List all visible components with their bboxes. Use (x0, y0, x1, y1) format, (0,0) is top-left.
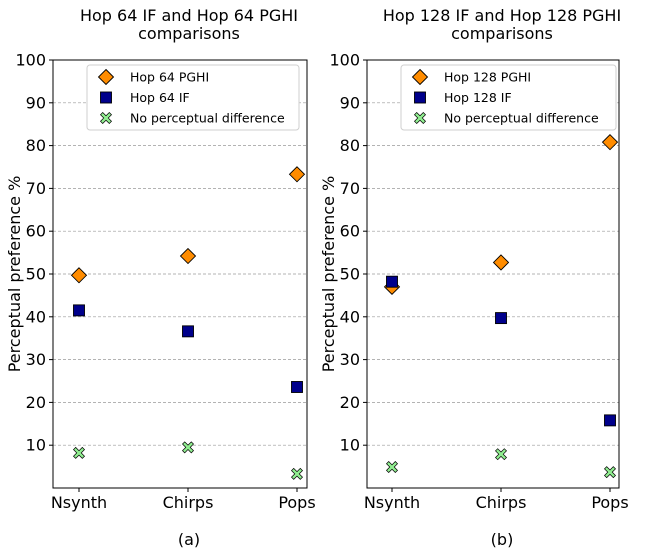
legend-label: Hop 64 PGHI (130, 70, 209, 85)
series-2 (73, 441, 303, 480)
y-tick-label: 20 (26, 393, 46, 412)
legend-marker (414, 91, 426, 104)
chart-panel-0: 10 20 30 40 50 60 70 80 90 100 Nsynth Chirps Pops Hop… (5, 6, 316, 549)
x-tick-label: Nsynth (51, 493, 107, 512)
series-2 (386, 448, 616, 479)
y-tick-label: 20 (340, 393, 360, 412)
y-tick-label: 40 (26, 307, 46, 326)
panel-caption: (a) (178, 530, 200, 549)
y-tick-label: 100 (329, 51, 360, 70)
legend-box (86, 64, 300, 131)
plot-frame (366, 59, 620, 489)
data-point (492, 254, 510, 271)
series-0 (383, 134, 619, 295)
y-tick-label: 80 (340, 136, 360, 155)
data-point (182, 325, 194, 338)
y-tick-label: 40 (340, 307, 360, 326)
data-point (601, 134, 619, 151)
chart-title: Hop 64 IF and Hop 64 PGHI (80, 6, 298, 25)
x-tick-label: Pops (278, 493, 315, 512)
series-1 (73, 304, 303, 393)
x-tick-label: Chirps (476, 493, 527, 512)
chart-title: comparisons (451, 24, 553, 43)
x-tick-label: Pops (591, 493, 628, 512)
data-point (495, 448, 507, 461)
legend: Hop 64 PGHI Hop 64 IF No perceptual differ… (86, 64, 300, 131)
legend-label: Hop 64 IF (130, 90, 190, 105)
data-point (291, 381, 303, 393)
data-point (495, 312, 507, 325)
chart-title: comparisons (138, 24, 240, 43)
y-tick-label: 70 (26, 179, 46, 198)
chart-title: Hop 128 IF and Hop 128 PGHI (383, 6, 621, 25)
data-point (604, 414, 616, 427)
y-tick-label: 30 (340, 350, 360, 369)
data-point (73, 446, 85, 459)
series-1 (386, 275, 616, 427)
plot-frame (52, 59, 308, 489)
y-tick-label: 70 (340, 179, 360, 198)
data-point (182, 441, 194, 454)
x-tick-label: Nsynth (364, 493, 420, 512)
legend-marker (100, 91, 112, 104)
legend-label: Hop 128 IF (444, 90, 512, 105)
data-point (179, 247, 197, 265)
y-tick-label: 80 (26, 136, 46, 155)
data-point (288, 166, 306, 183)
legend-label: No perceptual difference (444, 111, 599, 126)
legend-marker (411, 68, 429, 86)
y-tick-label: 10 (26, 436, 46, 455)
data-point (604, 466, 616, 479)
legend-marker (414, 112, 426, 124)
y-axis-label: Perceptual preference % (5, 176, 24, 373)
y-tick-label: 90 (26, 93, 46, 112)
data-point (73, 304, 85, 317)
legend-marker (100, 112, 112, 124)
data-point (70, 267, 88, 284)
panel-caption: (b) (491, 530, 514, 549)
y-tick-label: 50 (26, 265, 46, 284)
y-tick-label: 50 (340, 265, 360, 284)
chart-panel-1: 10 20 30 40 50 60 70 80 90 100 Nsynth Chirps Pops Hop… (319, 6, 629, 549)
y-tick-label: 60 (340, 222, 360, 241)
y-axis-label: Perceptual preference % (319, 176, 338, 373)
legend-box (400, 64, 617, 131)
y-tick-label: 90 (340, 93, 360, 112)
data-point (291, 467, 303, 480)
series-0 (70, 166, 306, 284)
legend-marker (97, 68, 115, 86)
legend-label: Hop 128 PGHI (444, 70, 531, 85)
legend-label: No perceptual difference (130, 111, 285, 126)
x-tick-label: Chirps (163, 493, 214, 512)
data-point (386, 275, 398, 288)
y-tick-label: 60 (26, 222, 46, 241)
y-tick-label: 30 (26, 350, 46, 369)
y-tick-label: 10 (340, 436, 360, 455)
data-point (386, 461, 398, 474)
y-tick-label: 100 (15, 51, 46, 70)
legend: Hop 128 PGHI Hop 128 IF No perceptual diff… (400, 64, 617, 131)
